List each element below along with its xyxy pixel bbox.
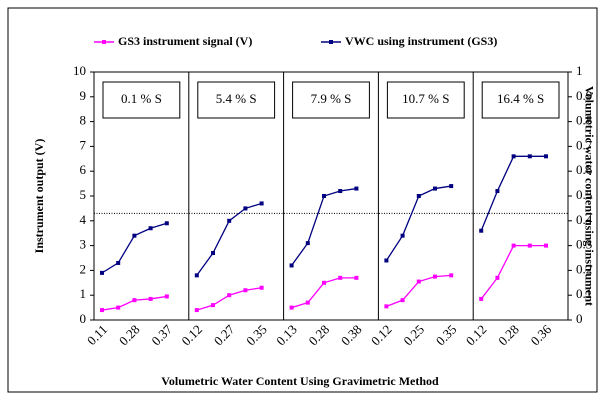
data-point	[259, 201, 264, 206]
data-point	[194, 273, 199, 278]
data-point	[495, 189, 500, 194]
data-point	[116, 305, 121, 310]
legend-label: VWC using instrument (GS3)	[345, 34, 497, 48]
data-point	[400, 233, 405, 238]
data-point	[243, 288, 248, 293]
data-point	[211, 303, 215, 308]
y-tick-label: 4	[80, 212, 87, 227]
data-point	[338, 275, 343, 280]
legend-label: GS3 instrument signal (V)	[118, 34, 252, 48]
data-point	[511, 243, 516, 248]
y-tick-label: 1	[80, 286, 87, 301]
y2-tick-label: 1	[576, 63, 583, 78]
y-tick-label: 2	[80, 261, 87, 276]
data-point	[544, 243, 548, 248]
y2-tick-label: 0.1	[576, 286, 592, 301]
y-axis-title: Instrument output (V)	[32, 139, 46, 254]
data-point	[289, 263, 294, 268]
data-point	[416, 194, 421, 198]
panel-label: 10.7 % S	[402, 91, 449, 106]
panel-label: 0.1 % S	[121, 91, 162, 106]
data-point	[527, 154, 532, 159]
data-point	[194, 308, 199, 313]
y-tick-label: 7	[80, 137, 87, 152]
data-point	[354, 186, 359, 191]
y2-tick-label: 0.3	[576, 237, 592, 252]
data-point	[132, 233, 137, 238]
y2-tick-label: 0	[576, 311, 583, 326]
y2-tick-label: 0.2	[576, 261, 592, 276]
y-tick-label: 10	[73, 63, 86, 78]
data-point	[305, 241, 310, 246]
data-point	[243, 206, 248, 211]
y2-tick-label: 0.7	[576, 137, 593, 152]
data-point	[384, 304, 389, 309]
data-point	[416, 279, 421, 284]
plot-frame	[93, 71, 569, 321]
y2-tick-label: 0.9	[576, 88, 592, 103]
panel-label-box	[197, 81, 276, 119]
data-point	[100, 270, 104, 275]
data-point	[322, 280, 326, 285]
data-point	[338, 189, 343, 194]
data-point	[289, 305, 294, 310]
y2-tick-label: 0.5	[576, 187, 592, 202]
data-point	[116, 260, 121, 265]
y-tick-label: 0	[80, 311, 87, 326]
data-point	[449, 273, 454, 278]
data-point	[511, 154, 516, 159]
panel-label-box	[386, 81, 465, 119]
y2-tick-label: 0.6	[576, 162, 593, 177]
data-point	[322, 194, 326, 198]
y2-axis-title: Volumetric water content using instrumen…	[582, 86, 596, 306]
data-point	[495, 275, 500, 280]
data-point	[164, 294, 169, 299]
panel-label-box	[292, 81, 370, 119]
y-tick-label: 3	[80, 237, 87, 252]
panel-label: 5.4 % S	[216, 91, 257, 106]
data-point	[148, 226, 153, 231]
data-point	[433, 274, 437, 279]
data-point	[211, 251, 215, 256]
data-point	[449, 184, 454, 189]
panel-label: 16.4 % S	[497, 91, 544, 106]
panel-label-box	[481, 81, 560, 119]
legend-marker	[102, 40, 106, 44]
data-point	[227, 293, 232, 298]
y-tick-label: 8	[80, 113, 87, 128]
y2-tick-label: 0.8	[576, 113, 592, 128]
data-point	[527, 243, 532, 248]
data-point	[132, 298, 137, 303]
data-point	[544, 154, 548, 159]
data-point	[100, 308, 104, 313]
data-point	[433, 186, 437, 191]
x-axis-title: Volumetric Water Content Using Gravimetr…	[161, 374, 439, 388]
y-tick-label: 5	[80, 187, 87, 202]
panel-label: 7.9 % S	[311, 91, 352, 106]
data-point	[227, 218, 232, 223]
y-tick-label: 6	[80, 162, 87, 177]
y-tick-label: 9	[80, 88, 87, 103]
data-point	[164, 221, 169, 226]
data-point	[148, 296, 153, 301]
data-point	[259, 285, 264, 290]
y2-tick-label: 0.4	[576, 212, 593, 227]
legend-marker	[329, 40, 333, 44]
panel-label-box	[102, 81, 181, 119]
data-point	[400, 298, 405, 303]
data-point	[479, 296, 484, 301]
data-point	[305, 300, 310, 305]
data-point	[479, 228, 484, 233]
data-point	[384, 258, 389, 263]
data-point	[354, 275, 359, 280]
